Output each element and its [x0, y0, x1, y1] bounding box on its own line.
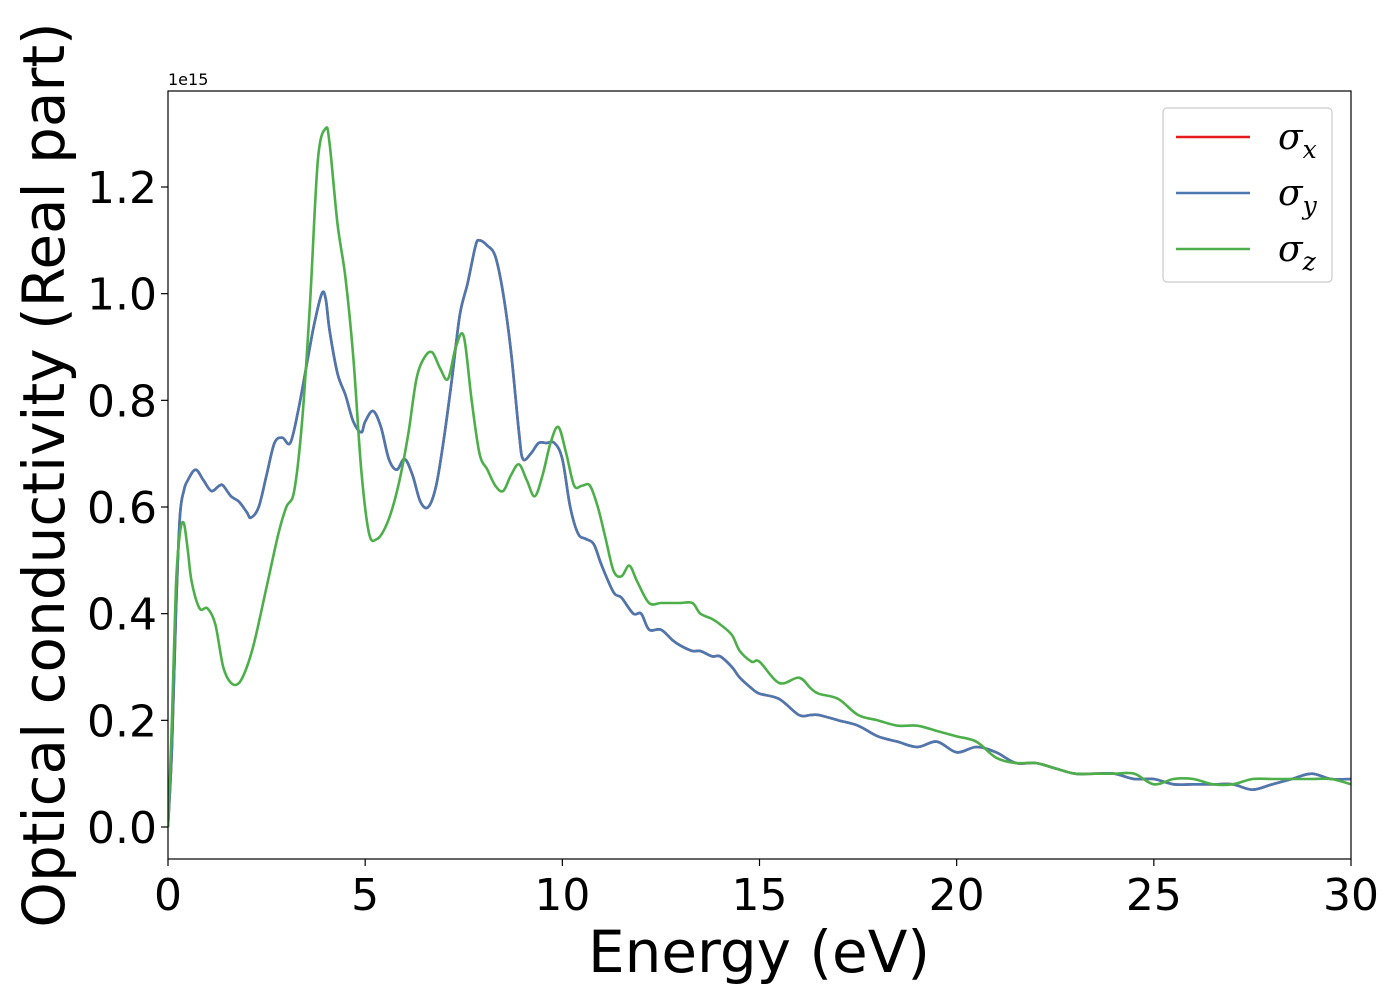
legend-subscript: z [1302, 247, 1317, 276]
y-offset-text: 1e15 [168, 70, 208, 89]
y-tick-label: 0.6 [87, 483, 157, 534]
x-tick-label: 5 [351, 870, 379, 921]
x-tick-label: 0 [154, 870, 182, 921]
legend-box [1162, 107, 1333, 283]
legend-symbol: σ [1278, 173, 1304, 214]
x-axis-label: Energy (eV) [588, 918, 930, 986]
y-tick-label: 0.8 [87, 376, 157, 427]
x-tick-label: 30 [1323, 870, 1379, 921]
x-tick-label: 25 [1126, 870, 1182, 921]
legend-symbol: σ [1278, 229, 1304, 270]
legend-label-x: σx [1278, 117, 1317, 164]
y-tick-label: 1.2 [87, 163, 157, 214]
y-axis-label: Optical conductivity (Real part) [10, 22, 78, 927]
y-tick-label: 1.0 [87, 270, 157, 321]
plot-background [168, 91, 1351, 859]
x-tick-label: 20 [929, 870, 985, 921]
x-tick-label: 15 [732, 870, 788, 921]
x-ticks: 0 5 10 15 20 25 30 [154, 859, 1379, 921]
y-ticks: 0.0 0.2 0.4 0.6 0.8 1.0 1.2 [87, 163, 168, 854]
legend-label-z: σz [1278, 229, 1317, 276]
series-layer [168, 126, 1351, 828]
y-tick-label: 0.0 [87, 803, 157, 854]
legend-subscript: y [1302, 191, 1318, 220]
y-tick-label: 0.2 [87, 696, 157, 747]
x-tick-label: 10 [534, 870, 590, 921]
y-tick-label: 0.4 [87, 590, 157, 641]
legend-symbol: σ [1278, 117, 1304, 158]
series-line-y [168, 238, 1351, 828]
series-line-z [168, 126, 1351, 828]
legend-label-y: σy [1278, 173, 1318, 220]
legend-subscript: x [1303, 135, 1317, 164]
